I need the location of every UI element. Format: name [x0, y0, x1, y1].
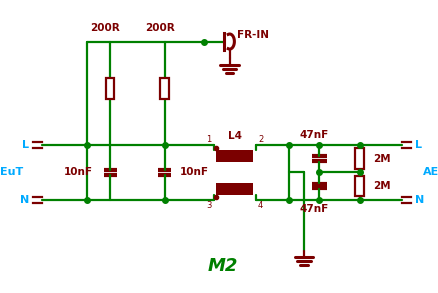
Text: M2: M2: [208, 257, 238, 275]
Text: AE: AE: [422, 167, 438, 177]
Text: 47nF: 47nF: [299, 205, 328, 214]
Text: L: L: [22, 140, 29, 150]
Text: 2: 2: [258, 135, 262, 144]
Text: N: N: [414, 195, 424, 205]
Text: 2M: 2M: [372, 154, 389, 164]
Text: FR-IN: FR-IN: [237, 30, 268, 40]
Text: 10nF: 10nF: [64, 167, 93, 177]
Text: N: N: [20, 195, 29, 205]
Text: 47nF: 47nF: [299, 130, 328, 140]
Text: 1: 1: [206, 135, 211, 144]
Bar: [106, 78, 114, 99]
Text: L: L: [414, 140, 421, 150]
Bar: [354, 176, 363, 196]
Text: 200R: 200R: [145, 23, 174, 33]
Text: 3: 3: [206, 201, 211, 209]
Bar: [160, 78, 169, 99]
Text: 200R: 200R: [90, 23, 120, 33]
Bar: [216, 183, 253, 195]
Text: 10nF: 10nF: [180, 167, 208, 177]
Text: EuT: EuT: [0, 167, 24, 177]
Bar: [216, 150, 253, 162]
Text: L4: L4: [227, 131, 241, 141]
Bar: [354, 148, 363, 169]
Text: 2M: 2M: [372, 181, 389, 191]
Text: 4: 4: [258, 201, 262, 209]
